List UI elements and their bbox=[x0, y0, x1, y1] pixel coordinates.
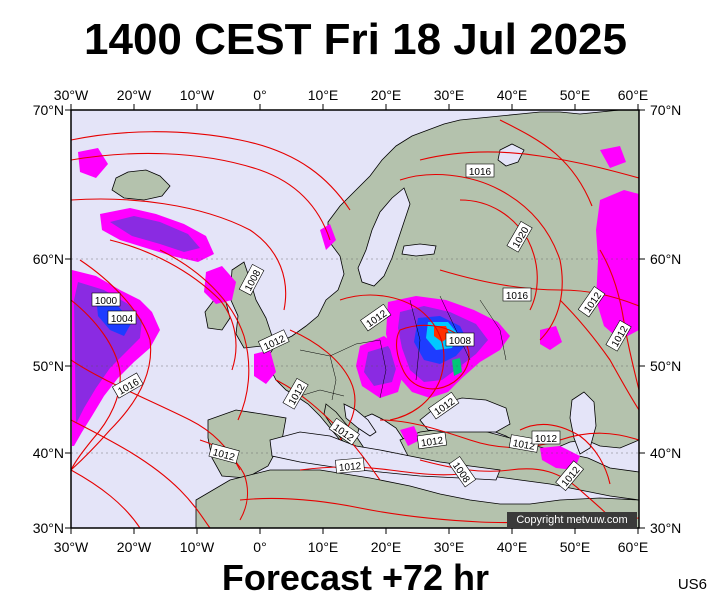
lon-label-bottom: 20°W bbox=[116, 539, 152, 555]
isobar-7 bbox=[159, 249, 250, 421]
isobar-13 bbox=[339, 294, 445, 421]
lat-label-right: 70°N bbox=[650, 102, 682, 118]
lon-label-top: 10°E bbox=[307, 87, 339, 103]
baltic-sea bbox=[357, 187, 411, 287]
isobar-1 bbox=[71, 131, 351, 211]
copyright-notice: Copyright metvuw.com bbox=[507, 512, 637, 528]
lat-label-left: 60°N bbox=[32, 251, 64, 267]
isobar-label: 1008 bbox=[445, 332, 475, 347]
isobar-2 bbox=[71, 152, 331, 241]
isobar-9 bbox=[71, 419, 211, 528]
isobar-25 bbox=[599, 249, 639, 391]
model-code: US6 bbox=[677, 576, 707, 593]
isobar-6 bbox=[71, 299, 121, 471]
lon-label-top: 20°E bbox=[370, 87, 402, 103]
lon-label-top: 0° bbox=[253, 87, 267, 103]
lat-label-left: 50°N bbox=[32, 358, 64, 374]
precip-scandinavia bbox=[320, 224, 336, 250]
lon-label-bottom: 30°E bbox=[433, 539, 465, 555]
inland-seas bbox=[269, 143, 597, 481]
isobar-label: 1012 bbox=[335, 457, 365, 474]
isobar-label: 1012 bbox=[416, 431, 448, 449]
isobar-5 bbox=[71, 259, 152, 471]
lat-label-right: 30°N bbox=[650, 520, 682, 536]
isobar-label: 1000 bbox=[91, 292, 121, 307]
precip-scotland bbox=[204, 266, 236, 304]
precip-channel bbox=[254, 350, 276, 384]
lon-label-bottom: 0° bbox=[253, 539, 267, 555]
precip-russia-spots bbox=[540, 326, 562, 350]
mediterranean bbox=[269, 431, 501, 481]
lon-label-bottom: 10°W bbox=[179, 539, 215, 555]
isobar-label-text: 1012 bbox=[420, 435, 444, 449]
isobar-label-text: 1012 bbox=[339, 461, 363, 474]
lon-label-bottom: 10°E bbox=[307, 539, 339, 555]
lat-label-right: 60°N bbox=[650, 251, 682, 267]
precip-ukraine-strip bbox=[452, 358, 462, 376]
precip-north-russia bbox=[600, 146, 626, 168]
precip-balkans bbox=[400, 426, 420, 446]
adriatic bbox=[343, 403, 377, 437]
isobar-10 bbox=[71, 469, 141, 528]
precip-north-atlantic-core bbox=[110, 216, 200, 252]
isobar-19 bbox=[559, 299, 639, 411]
caspian-sea bbox=[569, 391, 597, 455]
precip-caucasus bbox=[540, 446, 580, 470]
isobar-label: 1012 bbox=[531, 430, 561, 445]
isobar-label-text: 1008 bbox=[449, 336, 472, 347]
isobar-label: 1016 bbox=[465, 163, 495, 178]
isobar-label-text: 1016 bbox=[469, 167, 492, 178]
precip-russia-east bbox=[596, 190, 639, 340]
isobar-label-text: 1012 bbox=[512, 438, 536, 453]
lon-label-top: 30°W bbox=[53, 87, 89, 103]
isobar-26 bbox=[499, 119, 593, 207]
lon-label-bottom: 20°E bbox=[370, 539, 402, 555]
lat-label-right: 50°N bbox=[650, 358, 682, 374]
lon-label-top: 20°W bbox=[116, 87, 152, 103]
lon-label-bottom: 60°E bbox=[617, 539, 649, 555]
isobar-label-text: 1012 bbox=[535, 434, 558, 445]
lon-label-top: 40°E bbox=[496, 87, 528, 103]
isobar-17 bbox=[439, 269, 639, 307]
isobar-label-text: 1016 bbox=[506, 291, 529, 302]
isobar-14 bbox=[395, 324, 470, 390]
country-borders bbox=[299, 295, 507, 401]
lat-label-left: 70°N bbox=[32, 102, 64, 118]
lat-label-left: 40°N bbox=[32, 445, 64, 461]
isobar-label-text: 1000 bbox=[95, 296, 118, 307]
lon-label-top: 50°E bbox=[559, 87, 591, 103]
isobar-12 bbox=[289, 329, 356, 441]
isobar-22 bbox=[299, 466, 461, 476]
isobar-18 bbox=[419, 151, 639, 179]
isobar-label: 1004 bbox=[107, 310, 137, 325]
lon-label-bottom: 30°W bbox=[53, 539, 89, 555]
land-iceland bbox=[111, 169, 171, 201]
isobar-24 bbox=[519, 423, 611, 485]
lon-label-bottom: 40°E bbox=[496, 539, 528, 555]
isobar-label: 1012 bbox=[508, 434, 540, 453]
isobar-label: 1016 bbox=[502, 287, 532, 302]
page-title: 1400 CEST Fri 18 Jul 2025 bbox=[84, 15, 627, 64]
isobar-4 bbox=[109, 239, 237, 371]
lon-label-top: 60°E bbox=[617, 87, 649, 103]
forecast-label: Forecast +72 hr bbox=[221, 557, 490, 598]
white-sea bbox=[497, 143, 525, 167]
isobar-15 bbox=[399, 173, 563, 341]
lon-label-top: 10°W bbox=[179, 87, 215, 103]
map-frame bbox=[70, 109, 640, 529]
gulf-of-finland bbox=[401, 243, 437, 257]
tick-marks bbox=[65, 104, 645, 534]
lat-label-left: 30°N bbox=[32, 520, 64, 536]
isobar-3 bbox=[71, 198, 287, 311]
isobar-label-text: 1004 bbox=[111, 314, 134, 325]
lon-label-bottom: 50°E bbox=[559, 539, 591, 555]
lat-label-right: 40°N bbox=[650, 445, 682, 461]
lon-label-top: 30°E bbox=[433, 87, 465, 103]
